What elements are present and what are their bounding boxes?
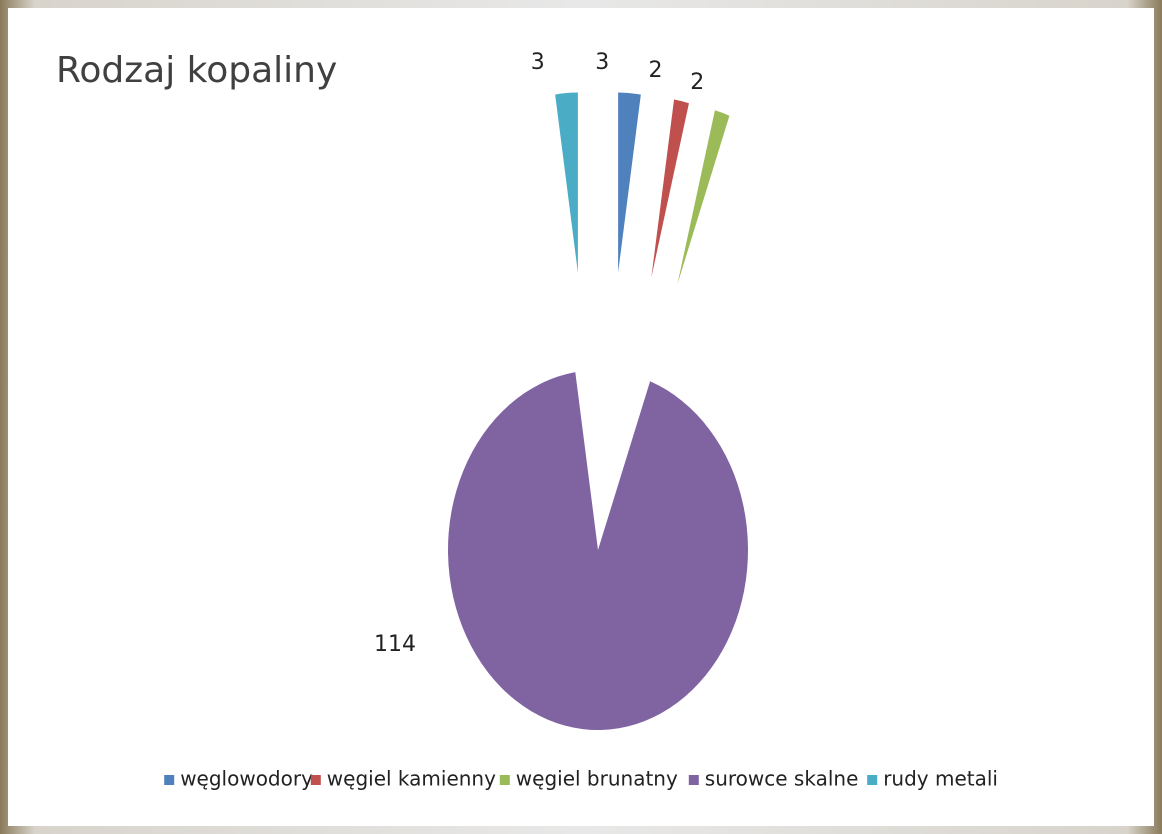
- pie-slice: [447, 372, 748, 730]
- pie-slice: [555, 92, 578, 273]
- legend-label: węgiel kamienny: [327, 767, 496, 791]
- legend-swatch: [310, 775, 321, 785]
- data-label: 3: [595, 50, 609, 75]
- legend-swatch: [688, 775, 699, 785]
- pie-slice: [651, 99, 689, 278]
- data-label: 3: [531, 50, 545, 75]
- chart-title: Rodzaj kopaliny: [56, 50, 337, 91]
- legend-swatch: [499, 775, 510, 785]
- legend-label: węgiel brunatny: [516, 767, 678, 791]
- legend-label: węglowodory: [180, 767, 313, 791]
- legend-swatch: [164, 775, 175, 785]
- pie-slice: [618, 92, 641, 273]
- data-label: 114: [374, 632, 416, 657]
- pie-slice: [677, 110, 730, 285]
- data-label: 2: [649, 58, 663, 83]
- legend-label: surowce skalne: [705, 767, 859, 791]
- legend-label: rudy metali: [883, 767, 998, 791]
- data-label: 2: [690, 70, 704, 95]
- legend-swatch: [867, 775, 878, 785]
